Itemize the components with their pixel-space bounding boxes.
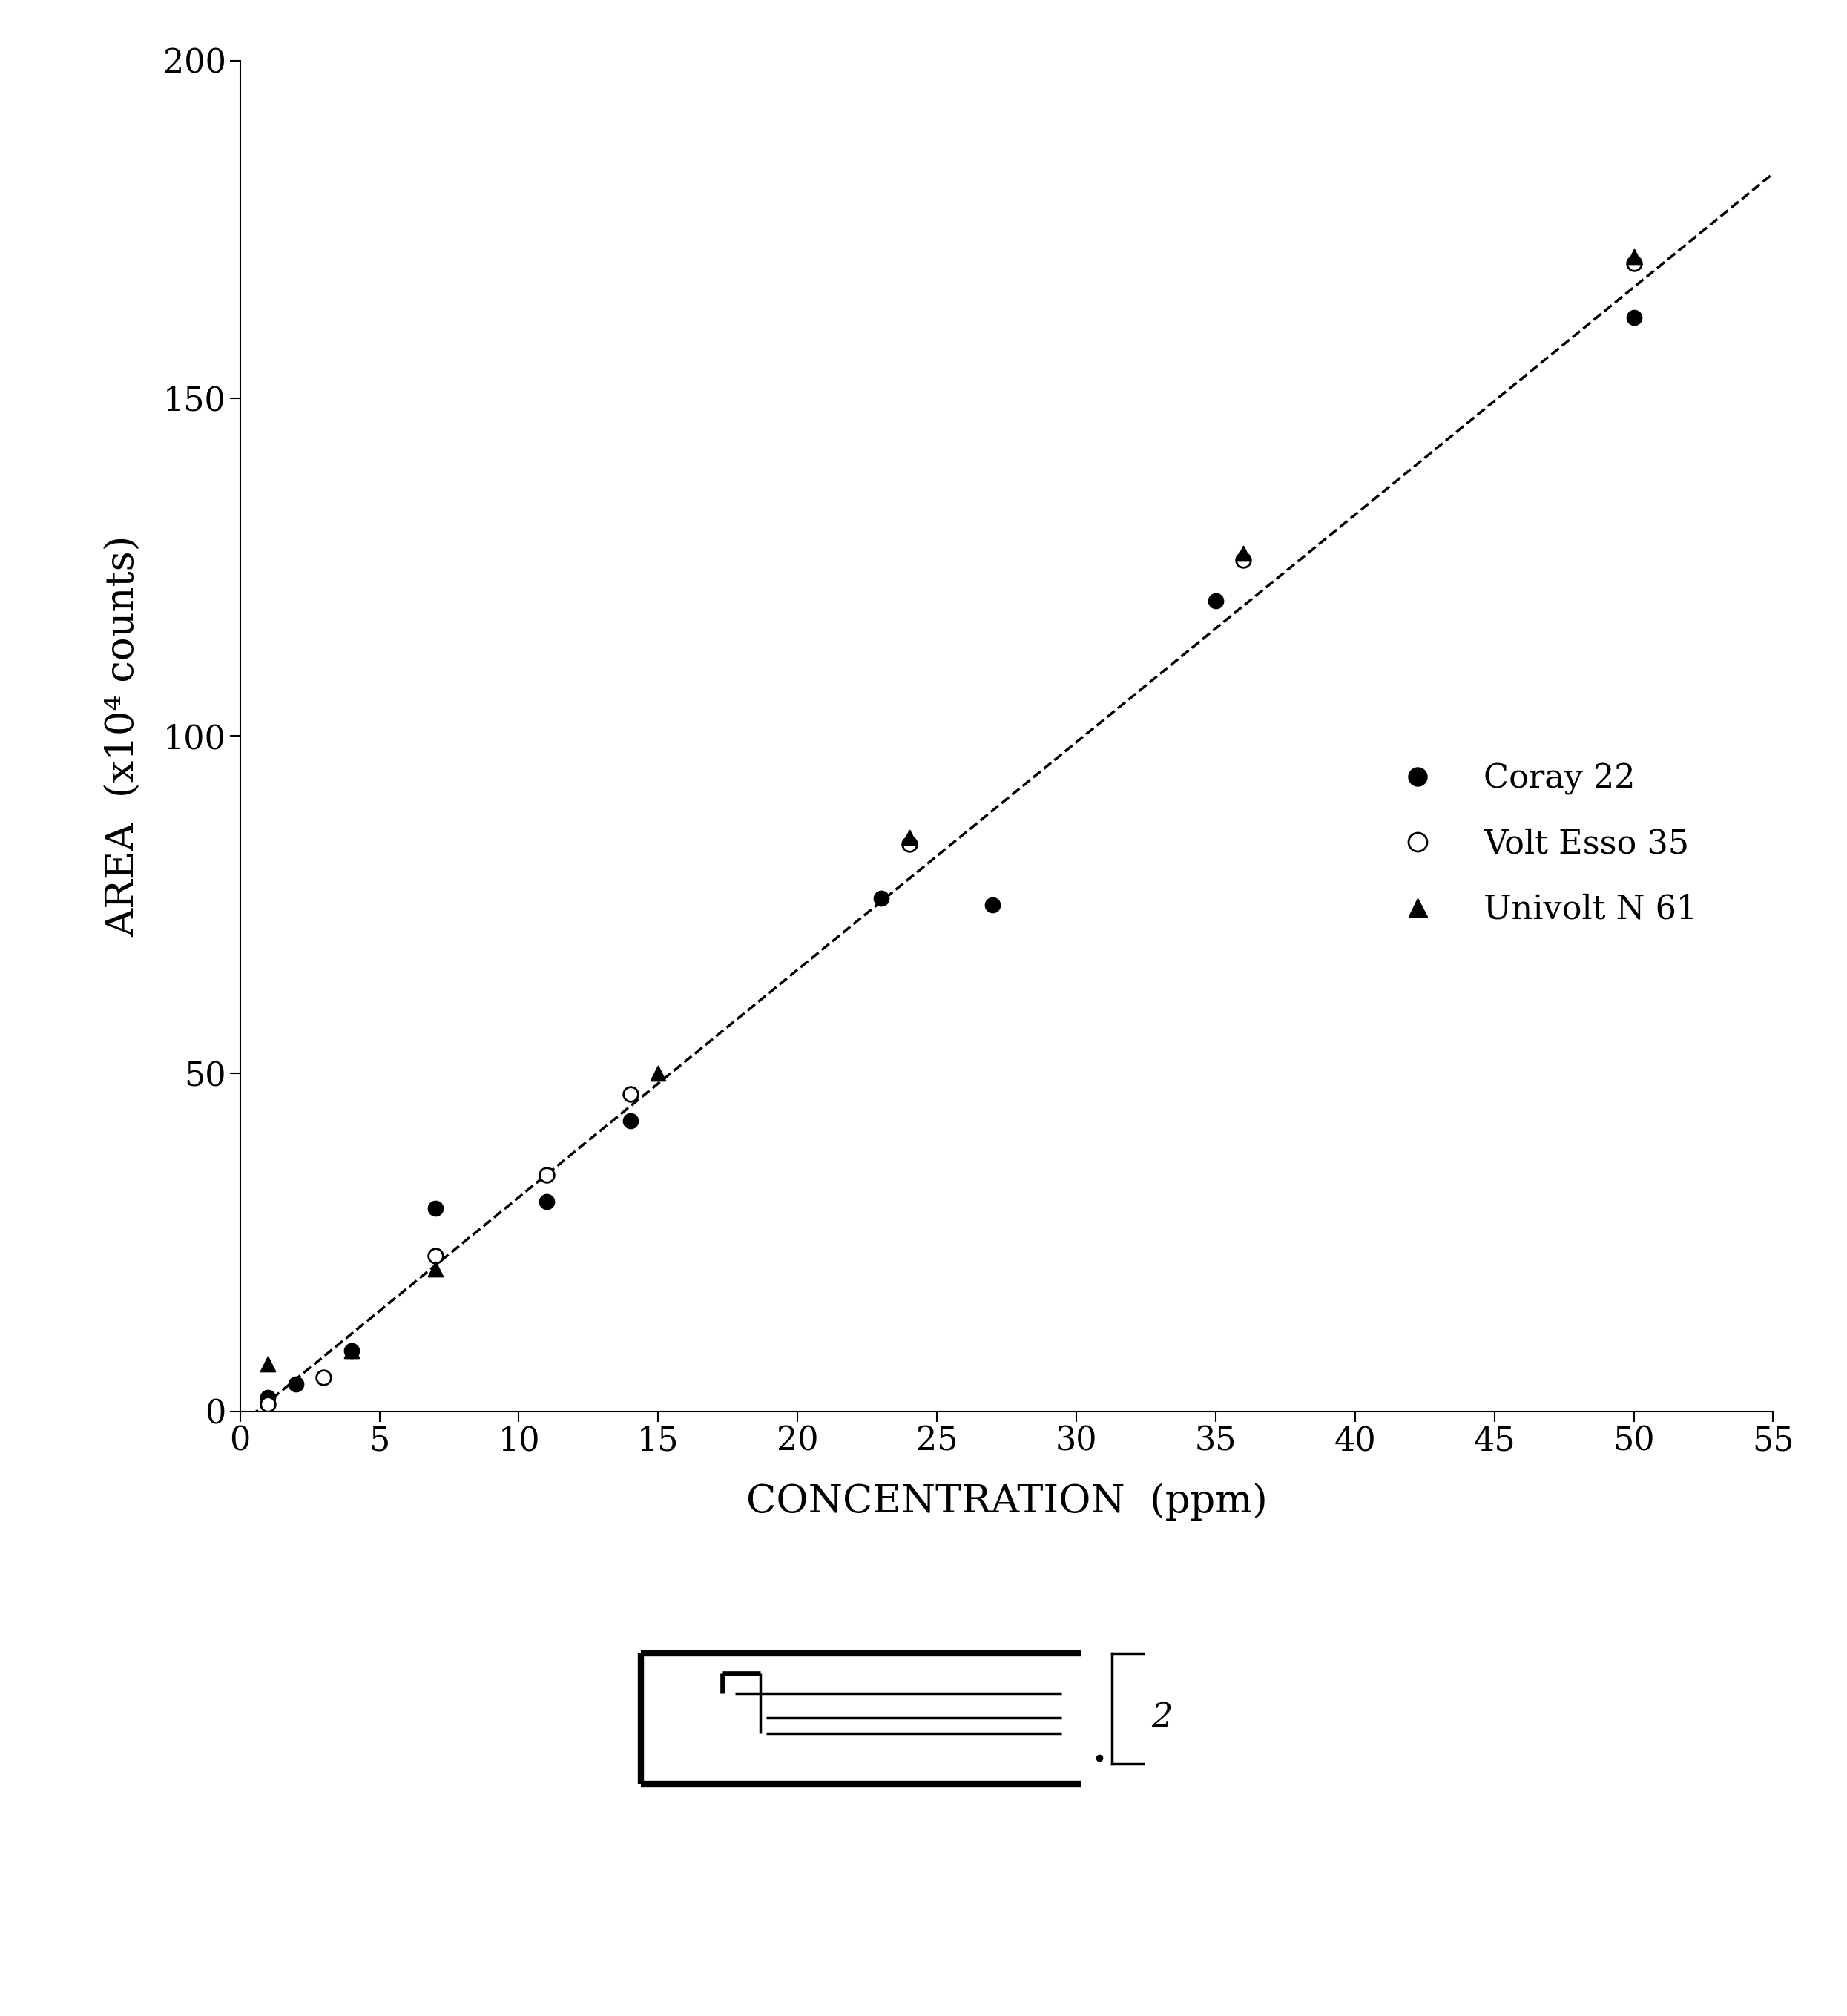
Point bbox=[1620, 240, 1649, 272]
Point bbox=[1620, 248, 1649, 280]
Point bbox=[421, 1240, 451, 1272]
Point bbox=[1228, 544, 1258, 577]
Point bbox=[615, 1079, 645, 1111]
Point bbox=[336, 1335, 366, 1367]
Y-axis label: AREA  (x10⁴ counts): AREA (x10⁴ counts) bbox=[105, 534, 142, 937]
Point bbox=[866, 881, 896, 913]
Point bbox=[1228, 538, 1258, 571]
Point bbox=[253, 1381, 283, 1413]
Point bbox=[1201, 585, 1230, 617]
Point bbox=[532, 1185, 561, 1218]
Point bbox=[977, 889, 1007, 921]
Point bbox=[336, 1335, 366, 1367]
Point bbox=[308, 1361, 338, 1393]
Point bbox=[253, 1389, 283, 1421]
Point bbox=[615, 1105, 645, 1137]
Point bbox=[532, 1159, 561, 1191]
Point bbox=[421, 1254, 451, 1286]
Text: 2: 2 bbox=[1153, 1702, 1173, 1734]
Point bbox=[894, 821, 924, 853]
X-axis label: CONCENTRATION  (ppm): CONCENTRATION (ppm) bbox=[746, 1484, 1267, 1520]
Legend: Coray 22, Volt Esso 35, Univolt N 61: Coray 22, Volt Esso 35, Univolt N 61 bbox=[1389, 750, 1710, 937]
Point bbox=[894, 829, 924, 861]
Point bbox=[1620, 300, 1649, 333]
Point bbox=[643, 1056, 672, 1089]
Point bbox=[421, 1191, 451, 1224]
Point bbox=[253, 1349, 283, 1381]
Point bbox=[281, 1369, 310, 1401]
